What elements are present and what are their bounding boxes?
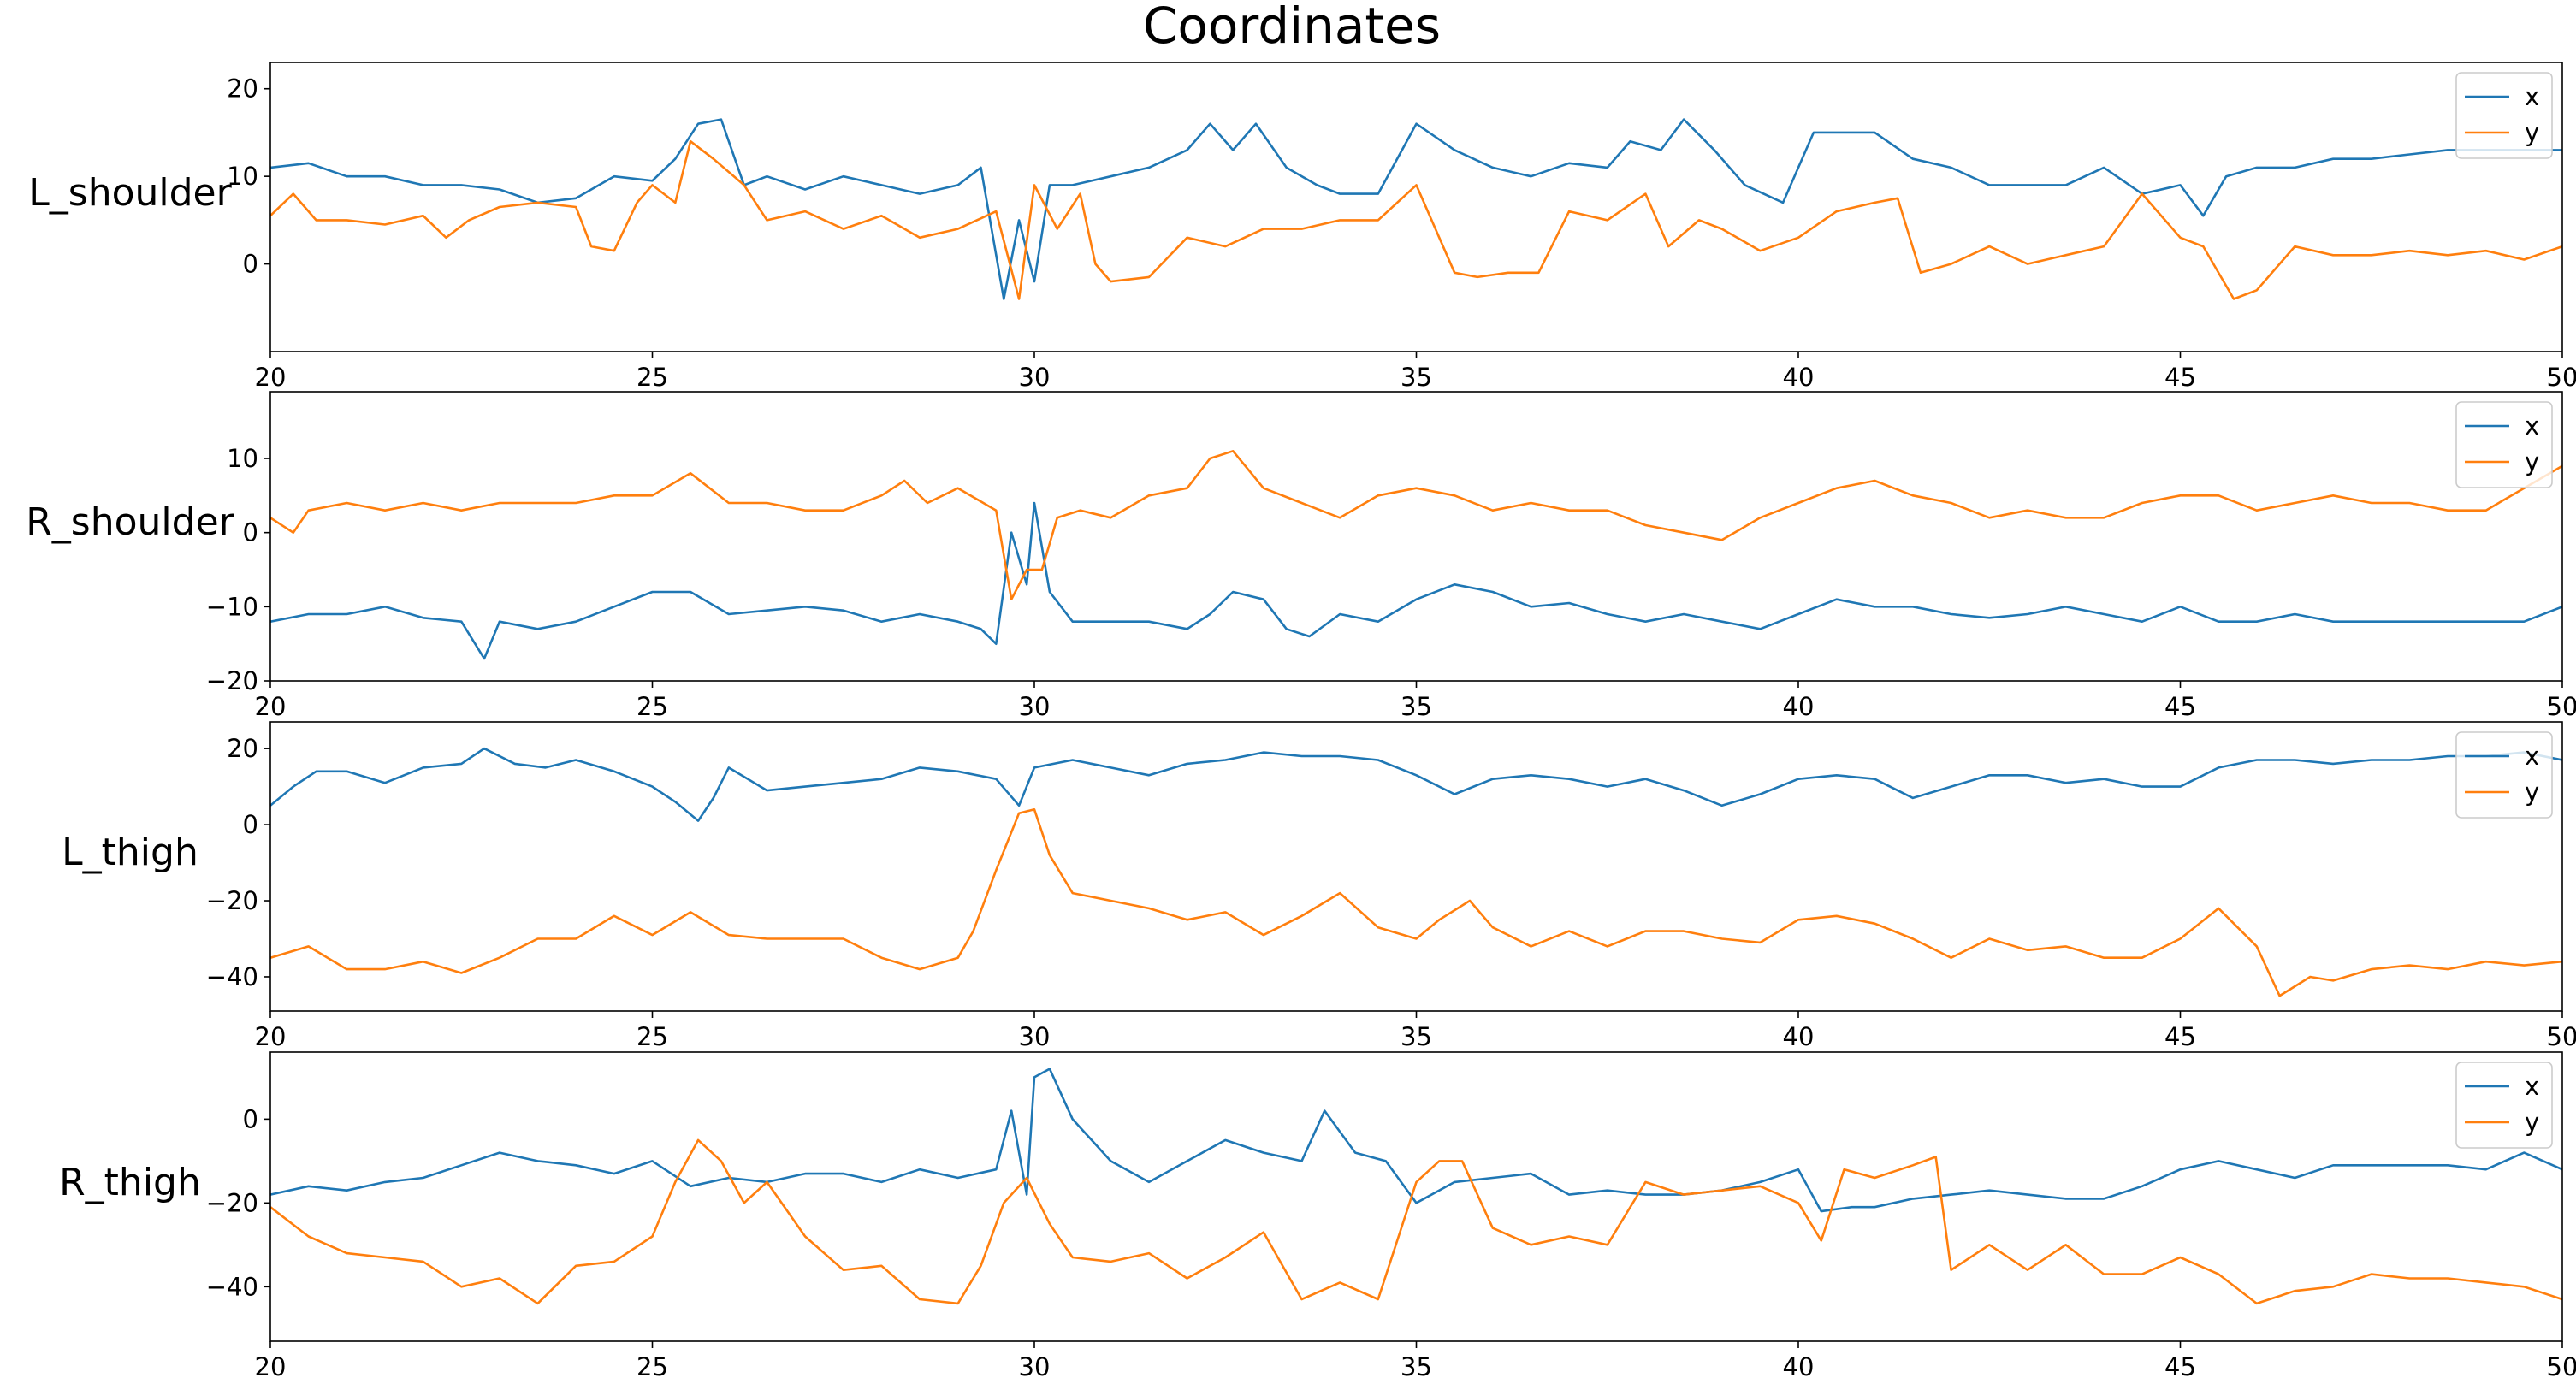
y-tick-label: 0 xyxy=(243,518,258,547)
legend-label-x: x xyxy=(2525,1072,2539,1101)
series-line-y-l-shoulder xyxy=(270,139,2562,300)
series-line-x-l-thigh xyxy=(270,747,2562,822)
legend-box xyxy=(2455,731,2553,819)
x-tick-label: 35 xyxy=(1401,1022,1432,1051)
y-tick-label: −40 xyxy=(206,962,258,991)
x-tick-label: 45 xyxy=(2164,1022,2196,1051)
series-line-x-r-shoulder xyxy=(270,501,2562,660)
figure-title: Coordinates xyxy=(1143,0,1441,55)
subplot-l-thigh: 20 25 30 35 40 45 50 −40 −20 0 20 L_thigh xy xyxy=(62,721,2576,1051)
legend-label-x: x xyxy=(2525,742,2539,771)
legend-box xyxy=(2455,72,2553,159)
x-tick-label: 20 xyxy=(255,363,287,392)
y-tick-label: 10 xyxy=(227,444,258,473)
x-tick-label: 20 xyxy=(255,1022,287,1051)
subplot-l-shoulder: 20 25 30 35 40 45 50 0 10 20 L_shoulder xy xyxy=(28,62,2576,392)
y-tick-label: −20 xyxy=(206,1188,258,1217)
y-tick-label: 0 xyxy=(243,810,258,839)
legend-l-thigh: xy xyxy=(2455,731,2553,819)
y-tick-label: −10 xyxy=(206,592,258,621)
series-line-y-l-thigh xyxy=(270,808,2562,997)
subplot-r-shoulder: 20 25 30 35 40 45 50 −20 −10 0 10 R_shoulder xy xyxy=(26,391,2576,721)
y-tick-label: 10 xyxy=(227,162,258,191)
series-line-x-l-shoulder xyxy=(270,118,2562,300)
y-tick-label: 20 xyxy=(227,74,258,103)
y-axis-label-l-thigh: L_thigh xyxy=(62,831,198,874)
x-tick-label: 25 xyxy=(637,1022,668,1051)
series-lines-r-thigh xyxy=(270,1068,2562,1305)
y-tick-label: 0 xyxy=(243,1104,258,1133)
x-tick-label: 20 xyxy=(255,692,287,721)
series-lines-l-thigh xyxy=(270,747,2562,997)
x-tick-label: 30 xyxy=(1019,692,1051,721)
y-tick-label: −20 xyxy=(206,886,258,915)
y-tick-label: 20 xyxy=(227,734,258,763)
legend-label-y: y xyxy=(2525,118,2539,147)
y-axis-label-r-shoulder: R_shoulder xyxy=(26,500,234,544)
x-tick-label: 45 xyxy=(2164,363,2196,392)
legend-label-y: y xyxy=(2525,447,2539,476)
x-tick-label: 50 xyxy=(2547,692,2576,721)
series-lines-l-shoulder xyxy=(270,118,2562,300)
y-tick-label: −20 xyxy=(206,666,258,695)
legend-r-shoulder: xy xyxy=(2455,401,2553,488)
x-tick-label: 50 xyxy=(2547,1352,2576,1378)
y-axis-label-l-shoulder: L_shoulder xyxy=(28,171,232,215)
x-tick-label: 25 xyxy=(637,1352,668,1378)
x-tick-label: 50 xyxy=(2547,1022,2576,1051)
x-tick-label: 40 xyxy=(1783,692,1815,721)
x-tick-label: 35 xyxy=(1401,363,1432,392)
series-line-y-r-thigh xyxy=(270,1138,2562,1305)
x-tick-label: 35 xyxy=(1401,1352,1432,1378)
x-tick-label: 40 xyxy=(1783,1022,1815,1051)
y-tick-label: 0 xyxy=(243,250,258,279)
legend-label-y: y xyxy=(2525,778,2539,807)
x-tick-label: 20 xyxy=(255,1352,287,1378)
legend-box xyxy=(2455,1062,2553,1149)
legend-r-thigh: xy xyxy=(2455,1062,2553,1149)
x-tick-label: 30 xyxy=(1019,363,1051,392)
legend-label-x: x xyxy=(2525,411,2539,441)
subplot-r-thigh: 20 25 30 35 40 45 50 −40 −20 0 R_thigh xy xyxy=(59,1051,2576,1378)
y-axis-label-r-thigh: R_thigh xyxy=(59,1161,201,1204)
y-tick-label: −40 xyxy=(206,1272,258,1301)
legend-box xyxy=(2455,401,2553,488)
legend-label-x: x xyxy=(2525,82,2539,111)
x-tick-label: 45 xyxy=(2164,1352,2196,1378)
x-tick-label: 30 xyxy=(1019,1352,1051,1378)
x-tick-label: 25 xyxy=(637,692,668,721)
x-tick-label: 35 xyxy=(1401,692,1432,721)
legend-label-y: y xyxy=(2525,1108,2539,1137)
x-tick-label: 40 xyxy=(1783,1352,1815,1378)
series-lines-r-shoulder xyxy=(270,450,2562,660)
x-tick-label: 50 xyxy=(2547,363,2576,392)
series-line-y-r-shoulder xyxy=(270,450,2562,600)
x-tick-label: 30 xyxy=(1019,1022,1051,1051)
legend-l-shoulder: xy xyxy=(2455,72,2553,159)
x-tick-label: 25 xyxy=(637,363,668,392)
series-line-x-r-thigh xyxy=(270,1068,2562,1213)
x-tick-label: 45 xyxy=(2164,692,2196,721)
x-tick-label: 40 xyxy=(1783,363,1815,392)
